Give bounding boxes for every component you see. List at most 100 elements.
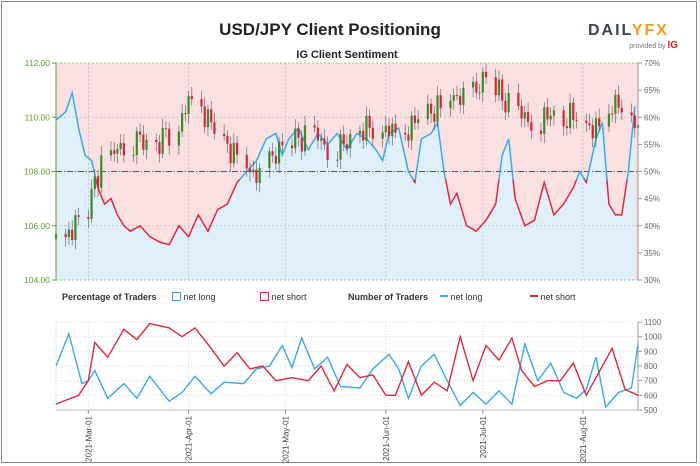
long-line-icon: [440, 295, 448, 297]
candle: [462, 87, 465, 105]
candle: [226, 136, 229, 144]
candle: [630, 112, 633, 116]
right-tick-label: 70%: [644, 59, 660, 68]
candle: [232, 142, 235, 164]
candle: [200, 99, 203, 107]
candle: [342, 134, 345, 145]
candle: [365, 115, 368, 141]
candle: [504, 100, 507, 113]
candle: [517, 92, 520, 106]
net-short-pct-line: [95, 179, 628, 246]
candle: [439, 95, 442, 109]
candle: [507, 92, 510, 113]
candle: [478, 92, 481, 94]
count-tick-label: 1100: [644, 318, 662, 327]
candle: [497, 79, 501, 96]
legend-pct-long[interactable]: net long: [172, 292, 216, 302]
left-tick-label: 104.00: [24, 275, 50, 285]
right-tick-label: 50%: [644, 168, 660, 177]
candle: [320, 138, 323, 141]
candle: [297, 128, 300, 138]
candle: [245, 154, 248, 169]
candle: [394, 123, 397, 133]
candle: [96, 176, 100, 188]
count-tick-label: 800: [644, 362, 658, 371]
candle: [74, 215, 77, 241]
candle: [633, 115, 636, 129]
candle: [562, 110, 565, 127]
candle: [575, 119, 578, 121]
legend-pct-short[interactable]: net short: [260, 292, 307, 302]
candle: [119, 143, 122, 150]
legend-num-short[interactable]: net short: [530, 292, 576, 302]
left-tick-label: 110.00: [25, 112, 51, 122]
candle: [229, 143, 232, 164]
candle: [607, 113, 610, 127]
candle: [436, 95, 439, 122]
candle: [326, 144, 329, 161]
candle: [501, 79, 504, 101]
chart-subtitle: IG Client Sentiment: [296, 49, 398, 61]
candle: [598, 118, 601, 127]
long-area: [56, 92, 635, 280]
long-swatch-icon: [172, 292, 181, 301]
short-swatch-icon: [260, 292, 269, 301]
net-short-count-line: [55, 322, 639, 405]
candle: [71, 229, 74, 241]
count-tick-label: 1000: [644, 333, 662, 342]
candle: [294, 128, 297, 149]
candle: [572, 102, 575, 120]
candle: [426, 103, 429, 120]
legend-pct-title: Percentage of Traders: [62, 292, 157, 302]
candle: [429, 103, 433, 114]
candle: [526, 112, 530, 123]
candle: [64, 233, 67, 238]
left-tick-label: 106.00: [24, 221, 50, 231]
candle: [481, 71, 484, 93]
candle: [620, 107, 623, 113]
candle: [523, 112, 526, 119]
candle: [132, 154, 135, 156]
candle: [303, 125, 307, 152]
net-long-pct-line: [55, 89, 636, 180]
candle: [349, 134, 352, 149]
candle: [472, 81, 475, 88]
candle: [588, 123, 591, 126]
count-tick-label: 900: [644, 347, 658, 356]
date-tick-label: 2021-Mar-01: [84, 415, 93, 461]
candle: [164, 128, 168, 130]
candle: [90, 188, 93, 220]
candle: [300, 137, 303, 152]
right-tick-label: 55%: [644, 140, 660, 149]
candle: [235, 142, 239, 155]
candle: [611, 113, 614, 115]
candle: [161, 128, 164, 154]
candle: [100, 155, 103, 188]
candle: [384, 125, 387, 133]
candle: [113, 150, 116, 154]
candle: [255, 169, 258, 183]
candle: [184, 113, 187, 115]
candle: [404, 132, 407, 135]
count-tick-label: 700: [644, 377, 658, 386]
candle: [93, 176, 96, 189]
short-line-icon: [530, 295, 538, 297]
legend-num-long[interactable]: net long: [440, 292, 483, 302]
candle: [413, 115, 416, 124]
date-tick-label: 2021-May-01: [282, 415, 291, 463]
candle: [530, 122, 533, 131]
candle: [552, 110, 556, 116]
candle: [594, 118, 598, 139]
candle: [116, 149, 119, 154]
legend-num-title: Number of Traders: [348, 292, 429, 302]
candle: [617, 94, 620, 108]
candle: [484, 71, 488, 78]
candle: [187, 95, 190, 115]
candle: [452, 95, 455, 101]
candle: [122, 143, 125, 156]
candle: [371, 127, 374, 139]
candle: [168, 128, 171, 146]
candle: [190, 95, 193, 100]
candle: [145, 139, 148, 150]
